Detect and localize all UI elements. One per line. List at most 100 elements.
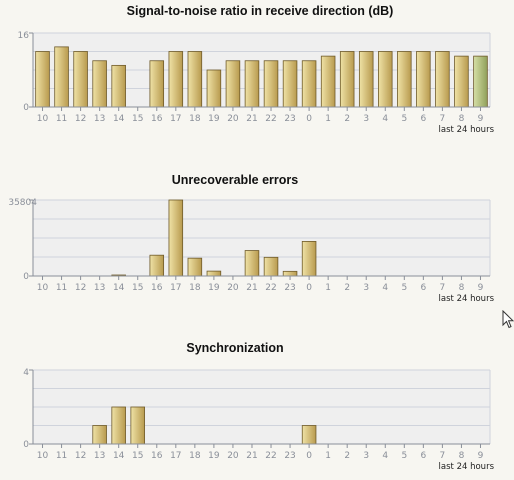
x-tick-label: 16 bbox=[151, 114, 163, 124]
x-tick-label: 14 bbox=[113, 451, 125, 461]
x-tick-label: 21 bbox=[246, 114, 257, 124]
bar bbox=[378, 51, 393, 108]
bar bbox=[111, 406, 126, 445]
bar bbox=[92, 425, 107, 445]
x-tick-label: 21 bbox=[246, 283, 257, 293]
chart-unrecoverable-errors: Unrecoverable errors 10 11 12 13 14 15 16 17 18 1… bbox=[8, 173, 494, 304]
chart-synchronization: Synchronization 10 11 12 13 14 15 16 17 18 19 20 21… bbox=[23, 341, 494, 472]
x-tick-label: 15 bbox=[132, 451, 143, 461]
bar bbox=[454, 55, 469, 108]
x-tick-label: 23 bbox=[284, 283, 295, 293]
chart-title: Signal-to-noise ratio in receive directi… bbox=[127, 4, 394, 18]
bar bbox=[206, 69, 222, 108]
x-tick-label: 19 bbox=[208, 283, 220, 293]
x-tick-label: 0 bbox=[306, 451, 312, 461]
y-tick-label: 0 bbox=[23, 440, 29, 450]
x-tick-label: 22 bbox=[265, 283, 276, 293]
bar bbox=[301, 60, 317, 108]
x-tick-label: 11 bbox=[56, 451, 67, 461]
y-tick-label: 0 bbox=[23, 103, 29, 113]
bar bbox=[320, 55, 336, 108]
x-tick-label: 18 bbox=[189, 114, 201, 124]
y-tick-label: 35804 bbox=[8, 198, 37, 208]
x-tick-label: 22 bbox=[265, 114, 276, 124]
x-tick-label: 3 bbox=[363, 451, 369, 461]
bar bbox=[111, 64, 126, 108]
x-tick-label: 23 bbox=[284, 451, 295, 461]
plot-area: 10 11 12 13 14 15 16 17 18 19 20 21 22 23 0 1 2 3 4 5 6 7 8 9 bbox=[29, 32, 491, 124]
x-tick-label: 8 bbox=[459, 451, 465, 461]
chart-title: Unrecoverable errors bbox=[172, 173, 299, 187]
x-tick-label: 7 bbox=[440, 114, 446, 124]
x-tick-label: 20 bbox=[227, 451, 239, 461]
x-tick-label: 5 bbox=[401, 114, 407, 124]
mouse-pointer-icon bbox=[502, 310, 514, 329]
x-tick-label: 2 bbox=[344, 114, 350, 124]
x-tick-label: 17 bbox=[170, 451, 181, 461]
bar bbox=[149, 60, 165, 108]
bar bbox=[92, 60, 107, 108]
x-tick-label: 0 bbox=[306, 283, 312, 293]
bar bbox=[244, 60, 260, 108]
x-tick-label: 10 bbox=[37, 283, 49, 293]
bar bbox=[301, 241, 317, 277]
x-tick-label: 13 bbox=[94, 283, 105, 293]
x-tick-label: 1 bbox=[325, 114, 331, 124]
x-tick-label: 6 bbox=[420, 114, 426, 124]
bar bbox=[54, 46, 69, 108]
x-tick-label: 6 bbox=[420, 451, 426, 461]
x-tick-label: 7 bbox=[440, 283, 446, 293]
chart-snr: Signal-to-noise ratio in receive directi… bbox=[18, 4, 495, 135]
x-tick-label: 3 bbox=[363, 283, 369, 293]
x-tick-label: 15 bbox=[132, 283, 143, 293]
x-tick-label: 4 bbox=[382, 114, 388, 124]
bar bbox=[416, 51, 431, 108]
x-tick-label: 1 bbox=[325, 283, 331, 293]
plot-area: 10 11 12 13 14 15 16 17 18 19 20 21 22 23 0 1 2 3 4 5 6 7 8 9 bbox=[29, 369, 491, 461]
bar bbox=[244, 250, 260, 277]
x-tick-label: 5 bbox=[401, 283, 407, 293]
x-tick-label: 13 bbox=[94, 114, 105, 124]
x-tick-label: 12 bbox=[75, 114, 86, 124]
x-axis-note: last 24 hours bbox=[439, 125, 495, 135]
x-tick-label: 9 bbox=[478, 451, 484, 461]
x-tick-label: 3 bbox=[363, 114, 369, 124]
bar bbox=[435, 51, 450, 108]
x-tick-label: 15 bbox=[132, 114, 143, 124]
bar bbox=[282, 60, 298, 108]
bar bbox=[73, 51, 88, 108]
x-axis-note: last 24 hours bbox=[439, 294, 495, 304]
x-tick-label: 2 bbox=[344, 283, 350, 293]
bar bbox=[263, 256, 279, 277]
bar bbox=[339, 51, 355, 108]
x-tick-label: 16 bbox=[151, 283, 163, 293]
bar bbox=[397, 51, 412, 108]
bar bbox=[130, 406, 145, 445]
x-tick-label: 2 bbox=[344, 451, 350, 461]
x-tick-label: 13 bbox=[94, 451, 105, 461]
x-tick-label: 18 bbox=[189, 283, 201, 293]
bar bbox=[187, 51, 203, 108]
chart-title: Synchronization bbox=[186, 341, 283, 355]
x-tick-label: 22 bbox=[265, 451, 276, 461]
x-tick-label: 4 bbox=[382, 283, 388, 293]
bar bbox=[206, 270, 222, 277]
x-tick-label: 8 bbox=[459, 114, 465, 124]
bar bbox=[187, 257, 203, 277]
x-tick-label: 7 bbox=[440, 451, 446, 461]
bar bbox=[149, 254, 165, 277]
bar bbox=[263, 60, 279, 108]
y-tick-label: 0 bbox=[23, 272, 29, 282]
x-tick-label: 17 bbox=[170, 114, 181, 124]
bar bbox=[358, 51, 374, 108]
x-tick-label: 20 bbox=[227, 114, 239, 124]
bar bbox=[35, 51, 50, 108]
bar bbox=[301, 425, 317, 445]
x-axis-note: last 24 hours bbox=[439, 462, 495, 472]
plot-area: 10 11 12 13 14 15 16 17 18 19 20 21 22 23 0 1 2 3 4 5 6 7 8 9 bbox=[29, 199, 491, 293]
x-tick-label: 19 bbox=[208, 451, 220, 461]
x-tick-label: 19 bbox=[208, 114, 220, 124]
x-tick-label: 14 bbox=[113, 283, 125, 293]
bar bbox=[168, 199, 184, 277]
